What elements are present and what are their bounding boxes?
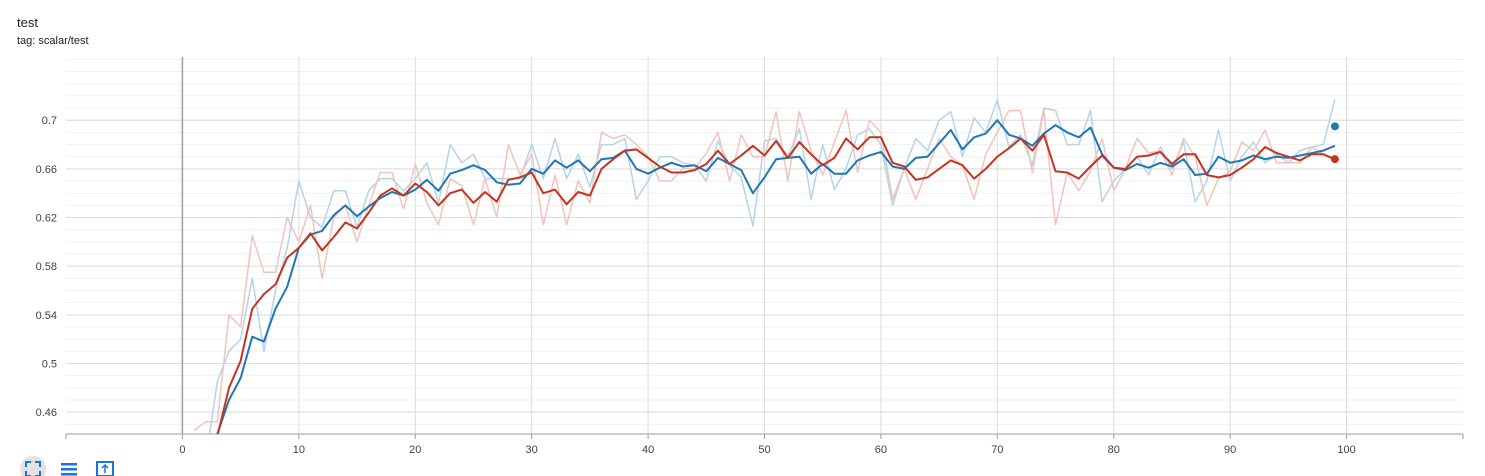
x-tick-label: 60 <box>875 444 887 456</box>
fit-domain-button[interactable] <box>20 456 46 476</box>
x-tick-label: 80 <box>1108 444 1120 456</box>
y-tick-label: 0.46 <box>36 407 57 419</box>
x-tick-label: 100 <box>1337 444 1355 456</box>
smoothed-series-layer <box>216 119 1336 434</box>
card-tag: tag: scalar/test <box>17 35 89 47</box>
endpoint-dot-series-1 <box>1330 122 1339 131</box>
series-endpoints <box>1330 122 1339 164</box>
tick-labels: 0.46 0.5 0.54 0.58 0.62 0.66 0.7 0 10 20 30 40 50 60 7… <box>36 115 1356 456</box>
x-tick-label: 0 <box>179 444 185 456</box>
x-tick-label: 50 <box>758 444 770 456</box>
x-tick-label: 90 <box>1224 444 1236 456</box>
y-tick-label: 0.58 <box>36 261 57 273</box>
fit-to-data-icon <box>96 461 114 476</box>
y-tick-label: 0.5 <box>42 358 57 370</box>
smoothed-line-series-2 <box>216 133 1336 434</box>
fit-domain-icon <box>25 461 41 476</box>
y-tick-label: 0.54 <box>36 310 57 322</box>
raw-line-series-1 <box>208 98 1336 434</box>
endpoint-dot-series-2 <box>1330 155 1339 164</box>
y-tick-label: 0.7 <box>42 115 57 127</box>
x-tick-label: 10 <box>293 444 305 456</box>
raw-line-series-2 <box>193 109 1336 432</box>
raw-series-layer <box>193 98 1336 434</box>
y-tick-label: 0.66 <box>36 164 57 176</box>
x-tick-label: 20 <box>409 444 421 456</box>
axes <box>65 433 1464 439</box>
y-tick-label: 0.62 <box>36 213 57 225</box>
card-title: test <box>17 15 38 30</box>
chart-toolbar <box>20 456 118 476</box>
x-tick-label: 40 <box>642 444 654 456</box>
smoothed-line-series-1 <box>216 119 1336 434</box>
toggle-log-scale-icon <box>61 463 77 476</box>
grid-lines <box>66 57 1463 434</box>
x-tick-label: 70 <box>991 444 1003 456</box>
toggle-log-scale-button[interactable] <box>56 456 82 476</box>
fit-to-data-button[interactable] <box>92 456 118 476</box>
x-tick-label: 30 <box>526 444 538 456</box>
